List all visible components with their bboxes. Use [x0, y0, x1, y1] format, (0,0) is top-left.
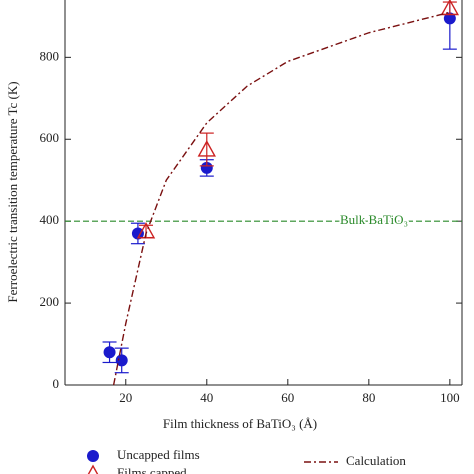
data-point	[136, 221, 156, 239]
data-point	[103, 346, 116, 359]
x-tick-label: 20	[119, 390, 132, 405]
y-tick-label: 0	[53, 376, 60, 391]
data-point	[197, 140, 216, 157]
x-tick-label: 60	[281, 390, 294, 405]
legend-marker	[87, 450, 99, 462]
calculation-curve	[112, 11, 451, 386]
y-tick-label: 400	[40, 212, 60, 227]
legend-label: Films capped	[117, 465, 187, 474]
x-tick-label: 80	[362, 390, 375, 405]
y-axis-label: Ferroelectric transition temperature Tc …	[5, 81, 20, 302]
data-point	[200, 161, 213, 174]
data-point	[440, 0, 460, 16]
x-tick-label: 100	[440, 390, 460, 405]
data-point	[443, 12, 456, 25]
x-axis-label: Film thickness of BaTiO₃ (Å)	[163, 416, 317, 431]
legend-marker	[87, 464, 99, 474]
y-tick-label: 800	[40, 48, 60, 63]
data-point	[131, 227, 144, 240]
legend-label: Uncapped films	[117, 447, 200, 462]
y-tick-label: 200	[40, 294, 60, 309]
y-tick-label: 600	[40, 130, 60, 145]
x-tick-label: 40	[200, 390, 213, 405]
legend-label: Calculation	[346, 453, 406, 468]
reference-label: Bulk BaTiO₃	[340, 212, 408, 227]
data-point	[115, 354, 128, 367]
